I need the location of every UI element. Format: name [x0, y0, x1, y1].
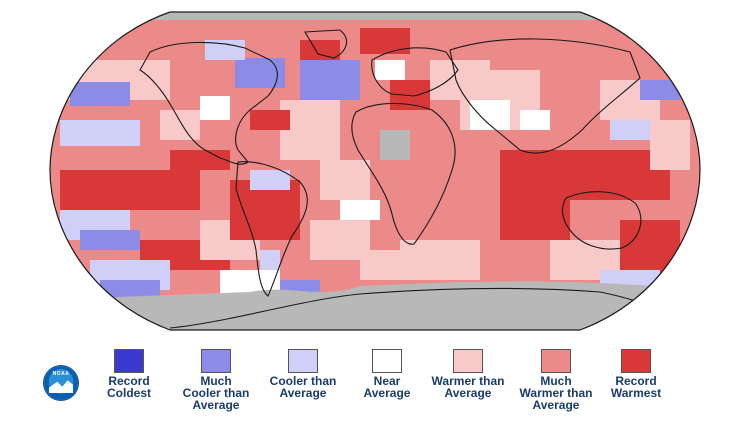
anomaly-cell-record-warmest — [300, 40, 340, 60]
asia-outline — [449, 38, 641, 154]
anomaly-cell-warmer — [160, 110, 200, 140]
world-map — [49, 11, 701, 331]
north-america-outline — [139, 41, 278, 165]
anomaly-cell-no-data — [380, 130, 410, 160]
legend-item-record-coldest: Record Coldest — [74, 349, 184, 399]
legend-label: Near Average — [363, 374, 411, 400]
anomaly-cell-record-warmest — [500, 150, 570, 240]
legend-label: Much Warmer than Average — [519, 374, 593, 412]
legend-label: Warmer than Average — [431, 374, 505, 400]
anomaly-cell-much-cooler — [640, 80, 680, 100]
anomaly-cell-warmer — [400, 240, 480, 280]
legend-swatch — [621, 349, 651, 373]
anomaly-cell-cooler — [250, 170, 290, 190]
anomaly-cell-warmer — [360, 250, 400, 280]
map-area — [49, 11, 701, 331]
legend-swatch — [201, 349, 231, 373]
anomaly-cell-much-cooler — [300, 60, 360, 100]
legend-swatch — [288, 349, 318, 373]
anomaly-cell-record-warmest — [60, 170, 200, 210]
legend-label: Record Coldest — [106, 374, 151, 400]
anomaly-cell-much-cooler — [100, 280, 160, 300]
legend-swatch — [453, 349, 483, 373]
logo-bird — [49, 380, 73, 393]
arctic-no-data — [50, 12, 700, 20]
greenland-outline — [304, 29, 348, 59]
anomaly-cell-much-warmer — [240, 130, 280, 160]
anomaly-grid — [50, 12, 700, 330]
anomaly-cell-near — [200, 96, 230, 120]
legend-swatch — [372, 349, 402, 373]
legend-item-record-warmest: Record Warmest — [581, 349, 691, 399]
africa-outline — [351, 103, 456, 245]
legend-item-near: Near Average — [332, 349, 442, 399]
antarctica-no-data — [50, 281, 700, 330]
legend-swatch — [114, 349, 144, 373]
anomaly-cell-warmer — [650, 120, 690, 170]
anomaly-cell-cooler — [60, 120, 140, 146]
anomaly-cell-near — [520, 110, 550, 130]
anomaly-cell-near — [375, 60, 405, 80]
anomaly-cell-warmer — [320, 160, 370, 200]
anomaly-cells — [60, 28, 690, 310]
anomaly-cell-record-warmest — [360, 28, 410, 54]
anomaly-cell-near — [340, 200, 380, 220]
anomaly-cell-much-cooler — [70, 82, 130, 106]
anomaly-cell-record-warmest — [390, 80, 430, 110]
anomaly-cell-much-cooler — [80, 230, 140, 250]
anomaly-cell-record-warmest — [170, 150, 230, 170]
legend-swatch — [541, 349, 571, 373]
anomaly-cell-much-cooler — [235, 58, 285, 88]
south-america-outline — [235, 161, 308, 297]
legend-item-much-cooler: Much Cooler than Average — [161, 349, 271, 411]
legend-label: Much Cooler than Average — [182, 374, 250, 412]
legend-item-warmer: Warmer than Average — [413, 349, 523, 399]
legend-label: Cooler than Average — [269, 374, 337, 400]
europe-outline — [371, 47, 459, 97]
legend-item-cooler: Cooler than Average — [248, 349, 358, 399]
anomaly-cell-cooler — [205, 40, 245, 60]
anomaly-cell-cooler — [610, 120, 650, 140]
legend-item-much-warmer: Much Warmer than Average — [501, 349, 611, 411]
anomaly-cell-much-warmer — [440, 170, 500, 230]
logo-text: NOAA — [52, 371, 70, 377]
noaa-logo-icon: NOAA — [44, 366, 78, 400]
legend-label: Record Warmest — [610, 374, 662, 400]
anomaly-cell-record-warmest — [250, 110, 290, 130]
map-frame — [49, 11, 701, 331]
australia-outline — [561, 191, 642, 250]
